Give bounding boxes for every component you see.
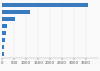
Bar <box>2 45 4 49</box>
Bar <box>2 10 30 14</box>
Bar <box>2 3 88 7</box>
Bar <box>2 52 4 56</box>
Bar <box>2 24 7 28</box>
Bar <box>2 17 15 21</box>
Bar <box>2 38 5 42</box>
Bar <box>2 31 6 35</box>
